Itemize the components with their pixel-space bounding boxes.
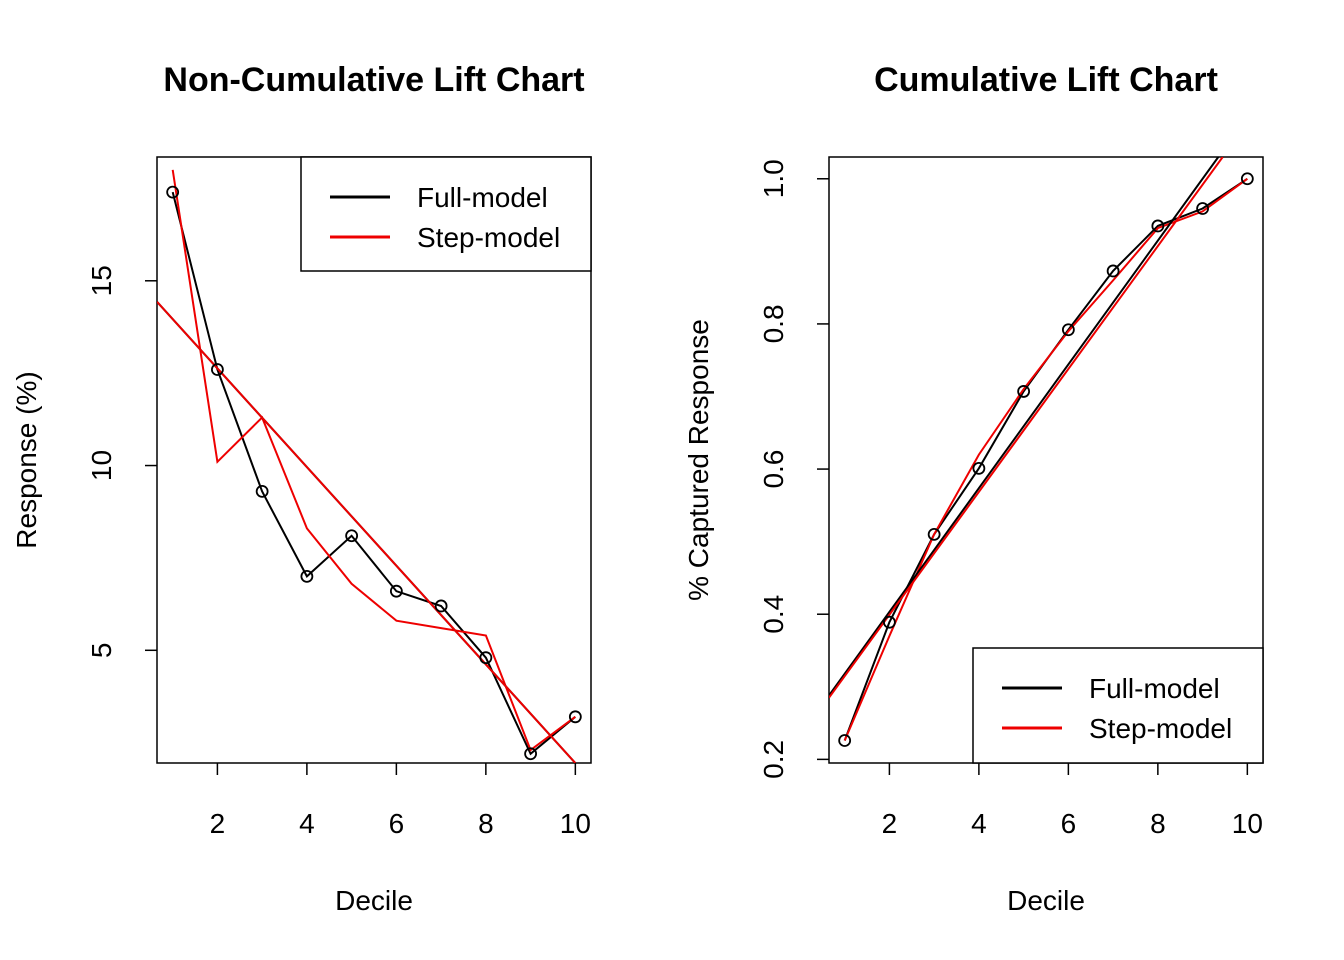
series-line-step-model-trend — [829, 157, 1224, 699]
chart-title: Cumulative Lift Chart — [874, 61, 1218, 99]
y-tick-label: 10 — [86, 450, 117, 481]
y-axis-label: Response (%) — [11, 371, 42, 548]
legend-label: Full-model — [417, 182, 548, 213]
x-tick-label: 10 — [1232, 808, 1263, 839]
series-line-full-model-trend — [829, 157, 1220, 697]
x-tick-label: 6 — [1061, 808, 1077, 839]
x-axis-label: Decile — [335, 885, 413, 916]
data-point — [211, 363, 224, 376]
series-line-step-model-trend — [157, 301, 577, 763]
x-axis-label: Decile — [1007, 885, 1085, 916]
x-tick-label: 6 — [389, 808, 405, 839]
data-point — [389, 584, 403, 598]
data-point — [1017, 385, 1031, 398]
data-point — [883, 615, 896, 629]
legend-label: Step-model — [1089, 713, 1232, 744]
y-tick-label: 0.4 — [758, 595, 789, 634]
data-point — [1106, 264, 1120, 278]
x-tick-label: 8 — [478, 808, 494, 839]
y-axis-label: % Captured Response — [683, 319, 714, 601]
series-line-step-model — [171, 169, 576, 752]
data-point — [524, 747, 537, 761]
legend-label: Full-model — [1089, 673, 1220, 704]
chart-title: Non-Cumulative Lift Chart — [163, 61, 584, 99]
data-point — [1151, 219, 1165, 233]
chart-panel-2: Cumulative Lift Chart Decile % Captured Re… — [683, 61, 1264, 916]
data-point — [927, 527, 941, 541]
data-point — [479, 651, 493, 665]
plot-area — [829, 157, 1248, 741]
data-point — [972, 461, 986, 475]
data-point — [345, 529, 359, 543]
x-tick-label: 4 — [971, 808, 987, 839]
x-tick-label: 8 — [1150, 808, 1166, 839]
x-tick-label: 4 — [299, 808, 315, 839]
legend-box — [300, 156, 592, 272]
legend-label: Step-model — [417, 222, 560, 253]
series-line-full-model — [171, 191, 576, 756]
x-tick-label: 2 — [882, 808, 898, 839]
data-point — [255, 485, 269, 498]
data-point — [1061, 323, 1075, 337]
chart-panel-1: Non-Cumulative Lift Chart Decile Response … — [11, 61, 592, 916]
plot-area — [157, 169, 577, 763]
y-tick-label: 15 — [86, 265, 117, 296]
data-point — [1196, 202, 1209, 215]
y-tick-label: 5 — [86, 643, 117, 659]
y-tick-label: 0.6 — [758, 450, 789, 489]
data-point — [1240, 172, 1254, 186]
y-tick-label: 0.2 — [758, 740, 789, 779]
data-point — [300, 569, 314, 583]
legend-box — [972, 647, 1264, 764]
x-tick-label: 10 — [560, 808, 591, 839]
data-point — [434, 599, 448, 613]
x-tick-label: 2 — [210, 808, 226, 839]
y-tick-label: 0.8 — [758, 304, 789, 343]
data-point — [838, 734, 852, 747]
data-point — [568, 710, 582, 724]
y-tick-label: 1.0 — [758, 159, 789, 198]
data-point — [166, 185, 180, 199]
